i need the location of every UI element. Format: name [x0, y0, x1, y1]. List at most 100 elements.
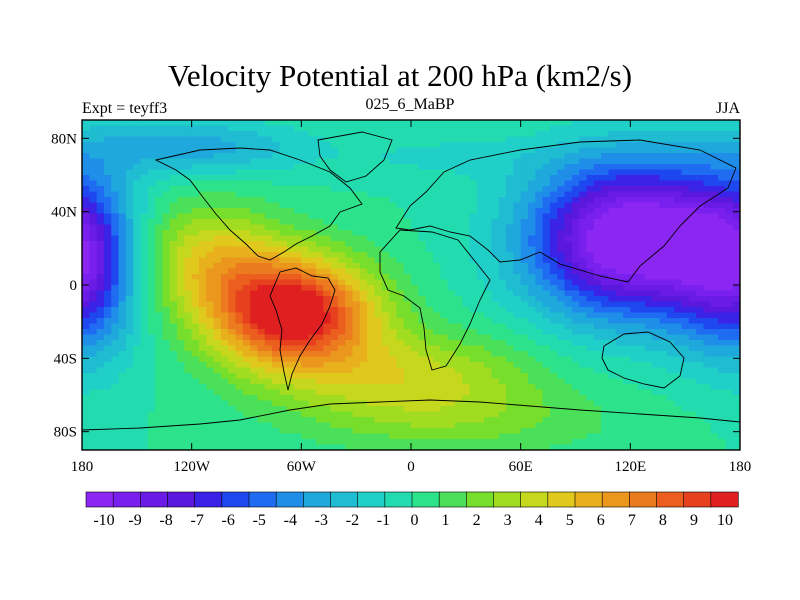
field-cell: [549, 279, 558, 286]
field-cell: [549, 362, 558, 369]
field-cell: [301, 180, 310, 187]
field-cell: [228, 301, 237, 308]
field-cell: [718, 197, 726, 204]
field-cell: [674, 147, 683, 154]
field-cell: [359, 290, 368, 297]
field-cell: [696, 318, 705, 325]
field-cell: [118, 147, 127, 154]
field-cell: [513, 411, 522, 418]
field-cell: [542, 367, 551, 374]
field-cell: [506, 120, 514, 127]
field-cell: [220, 323, 229, 330]
field-cell: [389, 120, 397, 127]
field-cell: [359, 219, 368, 226]
field-cell: [345, 384, 354, 391]
field-cell: [228, 290, 237, 297]
field-cell: [213, 263, 222, 270]
field-cell: [396, 340, 405, 347]
field-cell: [337, 169, 346, 176]
field-cell: [140, 153, 149, 160]
field-cell: [315, 197, 324, 204]
field-cell: [345, 389, 354, 396]
field-cell: [666, 164, 675, 171]
field-cell: [549, 158, 558, 165]
field-cell: [235, 351, 244, 358]
field-cell: [396, 351, 405, 358]
field-cell: [279, 417, 288, 424]
field-cell: [666, 406, 675, 413]
field-cell: [367, 301, 376, 308]
field-cell: [593, 384, 602, 391]
field-cell: [681, 147, 690, 154]
field-cell: [250, 274, 259, 281]
field-cell: [440, 142, 449, 149]
field-cell: [359, 202, 368, 209]
field-cell: [286, 191, 295, 198]
field-cell: [250, 296, 259, 303]
field-cell: [169, 389, 178, 396]
field-cell: [520, 197, 529, 204]
field-cell: [447, 257, 456, 264]
field-cell: [542, 356, 551, 363]
field-cell: [454, 169, 463, 176]
field-cell: [198, 263, 207, 270]
field-cell: [286, 378, 295, 385]
field-cell: [345, 274, 354, 281]
field-cell: [191, 186, 200, 193]
field-cell: [601, 208, 609, 215]
field-cell: [513, 290, 522, 297]
field-cell: [308, 323, 317, 330]
field-cell: [411, 274, 419, 281]
field-cell: [111, 340, 120, 347]
field-cell: [396, 136, 405, 143]
field-cell: [644, 213, 653, 220]
field-cell: [228, 323, 237, 330]
field-cell: [125, 307, 134, 314]
field-cell: [206, 158, 215, 165]
field-cell: [601, 120, 609, 127]
field-cell: [425, 307, 434, 314]
field-cell: [140, 422, 149, 429]
field-cell: [601, 257, 609, 264]
field-cell: [96, 125, 105, 132]
field-cell: [403, 279, 412, 286]
field-cell: [542, 202, 551, 209]
field-cell: [381, 296, 390, 303]
field-cell: [498, 136, 507, 143]
field-cell: [447, 318, 456, 325]
field-cell: [593, 334, 602, 341]
field-cell: [301, 384, 310, 391]
field-cell: [250, 312, 259, 319]
field-cell: [462, 169, 471, 176]
field-cell: [498, 169, 507, 176]
field-cell: [703, 285, 712, 292]
field-cell: [681, 351, 690, 358]
field-cell: [213, 290, 222, 297]
field-cell: [484, 351, 493, 358]
field-cell: [732, 400, 740, 407]
field-cell: [264, 263, 273, 270]
field-cell: [462, 411, 471, 418]
field-cell: [82, 202, 90, 209]
field-cell: [484, 301, 493, 308]
field-cell: [549, 345, 558, 352]
field-cell: [630, 312, 639, 319]
field-cell: [264, 252, 273, 259]
field-cell: [586, 356, 595, 363]
field-cell: [681, 301, 690, 308]
field-cell: [564, 257, 573, 264]
field-cell: [447, 158, 456, 165]
field-cell: [315, 307, 324, 314]
field-cell: [623, 219, 631, 226]
field-cell: [440, 400, 449, 407]
field-cell: [301, 389, 310, 396]
field-cell: [323, 268, 332, 275]
field-cell: [571, 373, 580, 380]
field-cell: [235, 307, 244, 314]
field-cell: [623, 400, 631, 407]
field-cell: [220, 197, 229, 204]
field-cell: [381, 224, 390, 231]
field-cell: [579, 384, 588, 391]
field-cell: [447, 417, 456, 424]
field-cell: [220, 147, 229, 154]
